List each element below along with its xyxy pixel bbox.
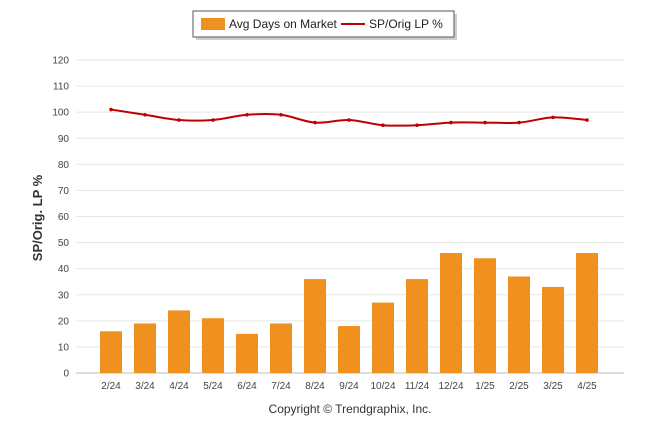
line-point: [177, 118, 181, 122]
line-point: [517, 120, 521, 125]
x-tick-label: 7/24: [271, 381, 291, 392]
x-axis-ticks: 2/24 3/24 4/24 5/24 6/24 7/24 8/24 9/24 10/24 11/…: [101, 381, 597, 392]
bar: [508, 276, 530, 373]
legend: Avg Days on Market SP/Orig LP %: [192, 10, 457, 40]
x-tick-label: 8/24: [305, 381, 325, 392]
legend-swatch-avg-days: [201, 18, 225, 30]
bar: [338, 326, 360, 373]
line-point: [551, 115, 555, 120]
bar: [576, 253, 598, 373]
x-tick-label: 1/25: [475, 381, 495, 392]
x-tick-label: 10/24: [370, 381, 395, 392]
bar: [202, 318, 224, 373]
y-tick-label: 90: [58, 134, 70, 145]
line-point: [143, 112, 147, 117]
y-tick-label: 30: [58, 290, 70, 301]
x-tick-label: 6/24: [237, 381, 257, 392]
x-tick-label: 4/24: [169, 381, 189, 392]
y-axis-label: SP/Orig. LP %: [30, 174, 45, 261]
copyright-footer: Copyright © Trendgraphix, Inc.: [269, 402, 432, 416]
line-point: [415, 123, 419, 128]
y-tick-label: 50: [58, 238, 70, 249]
y-tick-label: 60: [58, 212, 70, 223]
y-tick-label: 70: [58, 186, 70, 197]
bar: [406, 279, 428, 373]
legend-label-sp-orig: SP/Orig LP %: [369, 17, 443, 31]
line-point: [279, 112, 283, 117]
bar: [134, 323, 156, 373]
line-point: [585, 118, 589, 122]
bar-series: [100, 253, 598, 373]
x-tick-label: 9/24: [339, 381, 359, 392]
y-tick-label: 110: [53, 82, 69, 93]
bar: [440, 253, 462, 373]
x-tick-label: 2/25: [509, 381, 529, 392]
line-point: [347, 118, 351, 122]
y-tick-label: 80: [58, 160, 70, 171]
y-tick-label: 10: [58, 342, 70, 353]
bar: [168, 310, 190, 373]
y-tick-label: 100: [52, 108, 69, 119]
x-tick-label: 4/25: [577, 381, 597, 392]
legend-label-avg-days: Avg Days on Market: [229, 17, 337, 31]
x-tick-label: 3/24: [135, 381, 155, 392]
gridlines: [76, 59, 624, 374]
bar: [372, 302, 394, 373]
bar: [100, 331, 122, 373]
bar: [304, 279, 326, 373]
bar: [542, 286, 564, 373]
x-tick-label: 12/24: [438, 381, 463, 392]
line-point: [449, 120, 453, 125]
x-tick-label: 11/24: [405, 381, 430, 392]
line-point: [109, 107, 113, 112]
legend-box: [192, 10, 455, 38]
line-point: [483, 120, 487, 125]
y-tick-label: 120: [52, 56, 69, 67]
line-series: [109, 107, 589, 128]
line-point: [313, 120, 317, 125]
y-tick-label: 20: [58, 316, 70, 327]
y-tick-label: 0: [63, 369, 69, 380]
x-tick-label: 5/24: [203, 381, 223, 392]
y-tick-label: 40: [58, 264, 70, 275]
bar: [236, 333, 258, 373]
x-tick-label: 3/25: [543, 381, 563, 392]
line-point: [245, 112, 249, 117]
line-point: [211, 118, 215, 122]
bar: [270, 323, 292, 373]
bar: [474, 258, 496, 373]
y-axis-ticks: 0 10 20 30 40 50 60 70 80 90 100 110 120: [52, 56, 69, 380]
line-point: [381, 123, 385, 128]
x-tick-label: 2/24: [101, 381, 121, 392]
